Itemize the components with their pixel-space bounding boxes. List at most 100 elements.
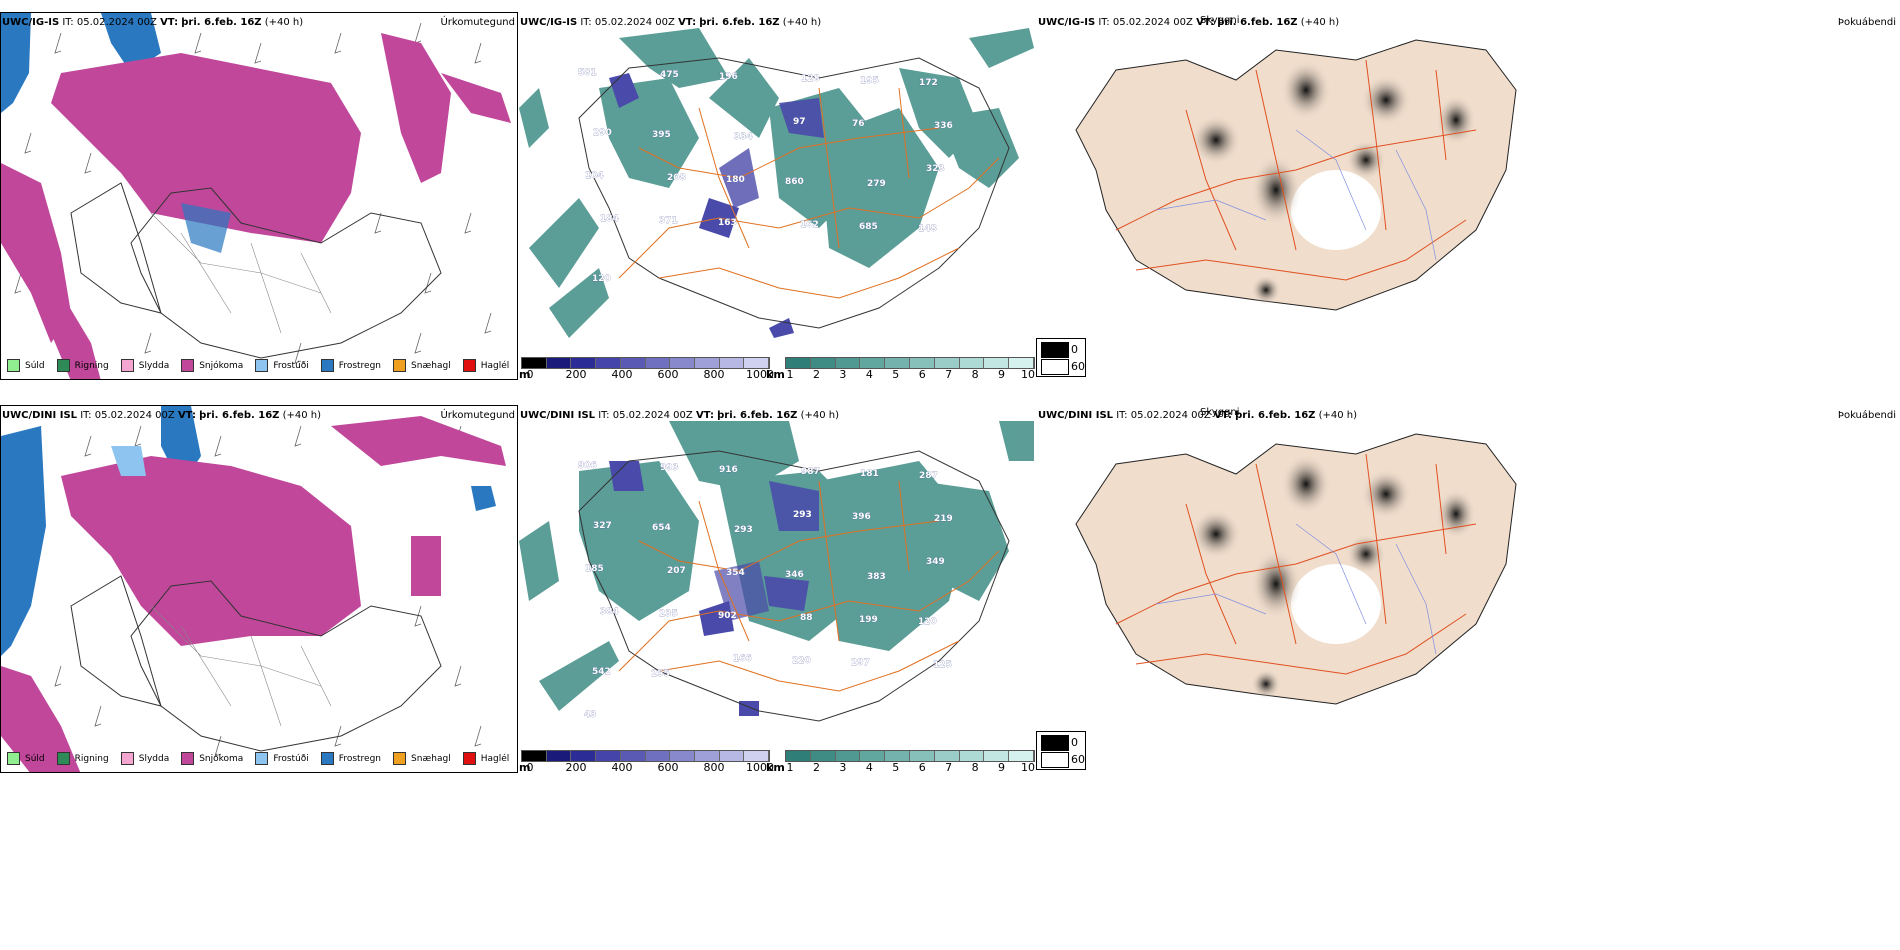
legend-swatch <box>56 359 70 372</box>
legend-swatch <box>393 752 407 765</box>
colorbar-tick-label: 5 <box>892 368 900 381</box>
legend-swatch <box>320 359 334 372</box>
legend-swatch <box>120 752 134 765</box>
legend-item-snæhagl: Snæhagl <box>393 752 451 765</box>
colorbar-segment <box>885 358 910 368</box>
fog-panel-title-bottom: Þokuábendi <box>1837 410 1896 421</box>
ceiling-value-label: 396 <box>852 512 871 522</box>
legend-label: Frostúði <box>273 753 309 764</box>
ceiling-value-label: 180 <box>726 175 745 185</box>
precip-panel-title-bottom: Úrkomutegund <box>440 410 515 421</box>
colorbar-tick-label: 400 <box>611 368 633 381</box>
legend-label: Snjókoma <box>199 753 244 764</box>
colorbar-tick-label: 800 <box>703 761 725 774</box>
header-precip-top: UWC/IG-IS IT: 05.02.2024 00Z VT: þri. 6.… <box>2 17 304 28</box>
fog-map-bottom <box>1075 433 1517 705</box>
ceiling-value-label: 120 <box>918 617 937 627</box>
colorbar-segment <box>860 751 886 761</box>
cloud-panel-top: 581 475 196 128 195 172 290 395 334 97 76 336 104 208… <box>519 28 1034 353</box>
colorbar-segment <box>959 751 985 761</box>
colorbar-segment <box>546 358 572 368</box>
legend-swatch <box>462 359 476 372</box>
ceiling-value-label: 475 <box>660 70 679 80</box>
legend-item-slydda: Slydda <box>120 752 169 765</box>
colorbar-tick-label: 600 <box>657 761 679 774</box>
ceiling-labels-bottom: 906 993 916 987 181 287 327 654 293 293 396 219 185 2… <box>578 461 953 720</box>
colorbar-tick-label: 7 <box>945 368 953 381</box>
colorbar-segment <box>984 358 1010 368</box>
colorbar-tick-label: 0 <box>526 368 534 381</box>
ceiling-value-label: 383 <box>867 572 886 582</box>
fog-panel-title-top: Þokuábendi <box>1837 17 1896 28</box>
ceiling-value-label: 196 <box>719 72 738 82</box>
ceiling-value-label: 336 <box>934 121 953 131</box>
ceiling-value-label: 542 <box>592 667 611 677</box>
legend-label: Súld <box>25 753 45 764</box>
legend-swatch <box>320 752 334 765</box>
ceiling-value-label: 993 <box>660 463 679 473</box>
colorbar-tick-label: 800 <box>703 368 725 381</box>
colorbar-tick-label: 10 <box>1021 368 1035 381</box>
colorbar-segment <box>620 751 646 761</box>
ceiling-value-label: 860 <box>785 177 804 187</box>
ceiling-value-label: 185 <box>585 564 604 574</box>
ceiling-value-label: 199 <box>859 615 878 625</box>
legend-item-slydda: Slydda <box>120 359 169 372</box>
ceiling-value-label: 255 <box>651 669 670 679</box>
colorbar-tick-label: 0 <box>526 761 534 774</box>
colorbar-segment <box>596 751 621 761</box>
colorbar-segment <box>571 358 597 368</box>
legend-item-frostregn: Frostregn <box>320 752 381 765</box>
colorbar-tick-label: 10 <box>1021 761 1035 774</box>
legend-item-súld: Súld <box>7 752 45 765</box>
ceiling-value-label: 327 <box>593 521 612 531</box>
fog-map-top <box>1075 39 1517 311</box>
legend-item-rigning: Rigning <box>56 359 109 372</box>
fog-legend-bottom: 0 60 <box>1036 731 1086 770</box>
colorbar-tick-label: 8 <box>971 761 979 774</box>
visibility-colorbar-top <box>785 357 1035 369</box>
colorbar-tick-label: 7 <box>945 761 953 774</box>
legend-swatch <box>255 752 269 765</box>
legend-swatch <box>181 359 195 372</box>
cloud-map-top: 581 475 196 128 195 172 290 395 334 97 76 336 104 208… <box>519 28 1034 338</box>
cloud-panel-title-bottom: Skyggni <box>1200 407 1240 418</box>
fog-panel-bottom <box>1036 424 1900 744</box>
visibility-unit-bottom: km <box>766 761 785 774</box>
fog-legend-label-60: 60 <box>1071 360 1085 373</box>
colorbar-segment <box>1009 358 1034 368</box>
fog-legend-label-0: 0 <box>1071 736 1078 749</box>
fog-legend-swatch-0 <box>1041 342 1069 358</box>
legend-item-haglél: Haglél <box>462 359 509 372</box>
ceiling-value-label: 290 <box>593 128 612 138</box>
legend-item-frostúði: Frostúði <box>255 752 309 765</box>
ceiling-unit-bottom: m <box>519 761 531 774</box>
ceiling-value-label: 371 <box>659 216 678 226</box>
colorbar-tick-label: 1 <box>786 761 794 774</box>
colorbar-segment <box>786 751 811 761</box>
ceiling-value-label: 395 <box>652 130 671 140</box>
ceiling-value-label: 104 <box>585 171 604 181</box>
header-fog-bottom: UWC/DINI ISL IT: 05.02.2024 00Z VT: þri.… <box>1038 410 1358 421</box>
legend-label: Haglél <box>480 753 510 764</box>
colorbar-segment <box>959 358 985 368</box>
legend-item-frostúði: Frostúði <box>255 359 309 372</box>
colorbar-tick-label: 200 <box>565 368 587 381</box>
legend-label: Frostregn <box>338 360 382 371</box>
fog-panel-top <box>1036 30 1900 350</box>
colorbar-segment <box>885 751 910 761</box>
colorbar-segment <box>546 751 572 761</box>
ceiling-value-label: 163 <box>718 218 737 228</box>
fog-legend-swatch-60 <box>1041 752 1069 768</box>
ceiling-value-label: 162 <box>800 220 819 230</box>
header-precip-bottom: UWC/DINI ISL IT: 05.02.2024 00Z VT: þri.… <box>2 410 322 421</box>
legend-item-snæhagl: Snæhagl <box>393 359 451 372</box>
colorbar-tick-label: 2 <box>812 368 820 381</box>
colorbar-segment <box>909 751 935 761</box>
colorbar-tick-label: 8 <box>971 368 979 381</box>
ceiling-value-label: 219 <box>934 514 953 524</box>
colorbar-segment <box>645 358 671 368</box>
colorbar-segment <box>909 358 935 368</box>
legend-swatch <box>255 359 269 372</box>
ceiling-value-label: 349 <box>926 557 945 567</box>
